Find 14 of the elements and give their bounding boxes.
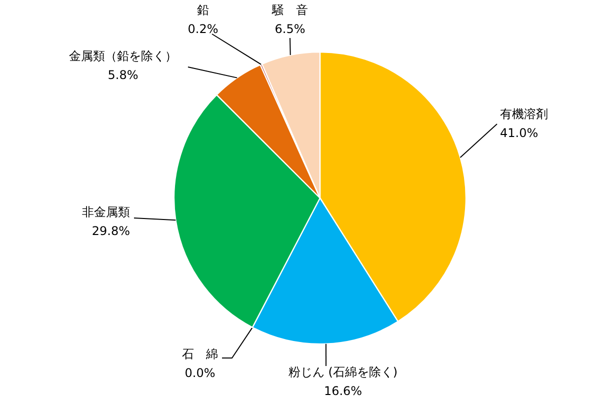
data-label: 0.2% <box>188 22 218 36</box>
data-label: 29.8% <box>92 224 130 238</box>
data-label: 16.6% <box>324 384 362 398</box>
data-label: 6.5% <box>274 22 306 36</box>
category-label: 石 綿 <box>182 347 218 361</box>
slice-label: 非金属類 <box>82 205 130 219</box>
slice-label: 金属類（鉛を除く） <box>69 49 177 63</box>
data-label: 41.0% <box>500 126 538 140</box>
text: 0.0% <box>184 366 216 380</box>
slice-label: 粉じん (石綿を除く) <box>288 365 398 379</box>
data-label: 5.8% <box>108 68 138 82</box>
slice-label: 有機溶剤 <box>500 107 548 121</box>
slice-label: 騒 音 <box>271 3 308 17</box>
slice-label: 鉛 <box>197 3 209 17</box>
